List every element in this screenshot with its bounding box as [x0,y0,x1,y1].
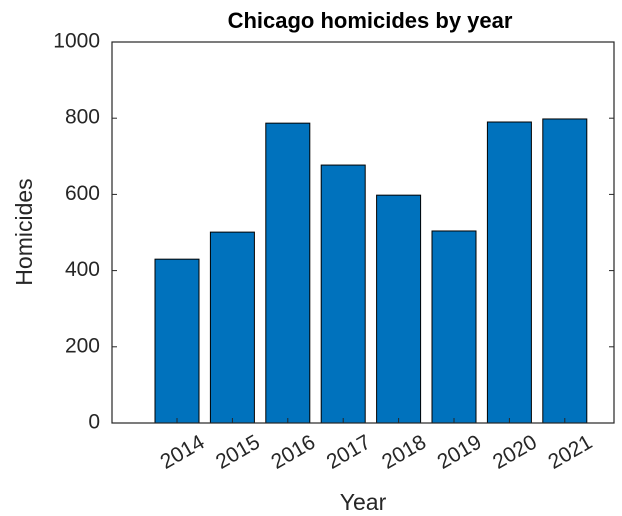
y-tick-label: 400 [65,258,100,281]
x-tick-label: 2021 [544,431,596,474]
bar [486,121,532,424]
y-tick-label: 800 [65,106,100,129]
bar [320,164,366,424]
y-tick-label: 1000 [53,30,100,53]
x-tick-label: 2015 [212,431,264,474]
x-tick-label: 2018 [378,431,430,474]
y-axis-label: Homicides [11,178,37,285]
axes-box [111,41,615,424]
y-tick-label: 600 [65,182,100,205]
x-tick-label: 2016 [267,431,319,474]
bar [265,122,311,424]
bar [376,194,422,424]
x-tick-label: 2017 [323,431,375,474]
y-tick-label: 200 [65,334,100,357]
x-axis-label: Year [340,489,387,515]
bar [154,258,200,424]
x-tick-label: 2019 [434,431,486,474]
bar [542,118,588,424]
bar [209,231,255,424]
bar [431,230,477,424]
x-tick-label: 2020 [489,431,541,474]
chart-title: Chicago homicides by year [228,8,513,33]
x-tick-label: 2014 [157,430,209,473]
y-tick-label: 0 [88,411,100,434]
